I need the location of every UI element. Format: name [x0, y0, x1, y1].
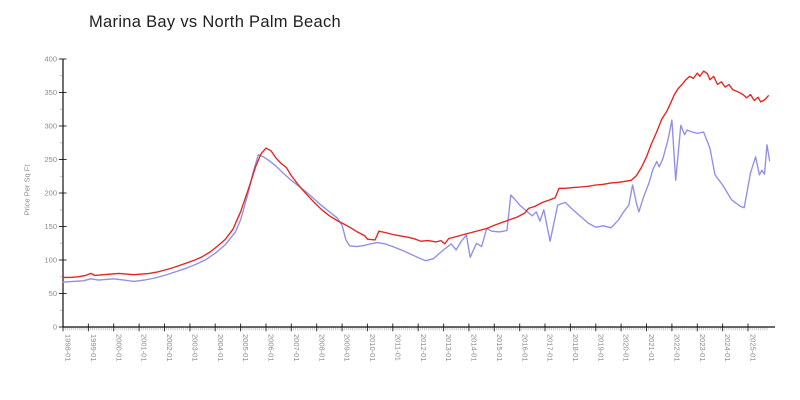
y-tick-label: 100	[44, 256, 57, 265]
x-tick-label: 2020-01	[622, 334, 631, 362]
x-tick-label: 1998-01	[64, 334, 73, 362]
x-tick-label: 2012-01	[419, 334, 428, 362]
x-tick-label: 2002-01	[165, 334, 174, 362]
y-tick-label: 0	[53, 323, 57, 332]
x-tick-label: 2000-01	[114, 334, 123, 362]
x-tick-label: 2006-01	[267, 334, 276, 362]
y-tick-label: 50	[49, 289, 57, 298]
x-tick-label: 2011-01	[393, 334, 402, 361]
x-tick-label: 2018-01	[571, 334, 580, 362]
chart-title: Marina Bay vs North Palm Beach	[89, 13, 342, 31]
x-minor-ticks	[62, 327, 768, 331]
x-tick-label: 2017-01	[546, 334, 555, 362]
x-tick-label: 2005-01	[241, 334, 250, 362]
x-tick-label: 2021-01	[647, 334, 656, 362]
series-line-marina-bay	[62, 119, 771, 283]
x-tick-label: 2023-01	[698, 334, 707, 362]
x-tick-label: 2004-01	[216, 334, 225, 362]
series-line-north-palm-beach	[62, 70, 769, 279]
y-minor-ticks	[59, 75, 63, 311]
y-tick-label: 200	[44, 189, 57, 198]
axis-spines	[62, 59, 775, 328]
x-tick-label: 1999-01	[89, 334, 98, 362]
x-tick-label: 2014-01	[470, 334, 479, 362]
x-tick-label: 2003-01	[191, 334, 200, 362]
x-tick-label: 2022-01	[673, 334, 682, 362]
x-tick-label: 2009-01	[343, 334, 352, 362]
x-tick-label: 2001-01	[140, 334, 149, 362]
x-tick-label: 2010-01	[368, 334, 377, 362]
y-tick-label: 400	[44, 55, 57, 64]
x-tick-label: 2008-01	[317, 334, 326, 362]
y-tick-label: 250	[44, 155, 57, 164]
x-tick-label: 2007-01	[292, 334, 301, 362]
x-tick-label: 2025-01	[749, 334, 758, 362]
y-tick-label: 300	[44, 122, 57, 131]
x-tick-label: 2019-01	[596, 334, 605, 362]
y-axis-title: Price Per Sq Ft	[22, 164, 32, 216]
x-tick-label: 2024-01	[723, 334, 732, 362]
y-tick-label: 350	[44, 88, 57, 97]
x-tick-label: 2016-01	[520, 334, 529, 362]
y-tick-label: 150	[44, 222, 57, 231]
x-tick-label: 2013-01	[444, 334, 453, 362]
x-tick-label: 2015-01	[495, 334, 504, 362]
